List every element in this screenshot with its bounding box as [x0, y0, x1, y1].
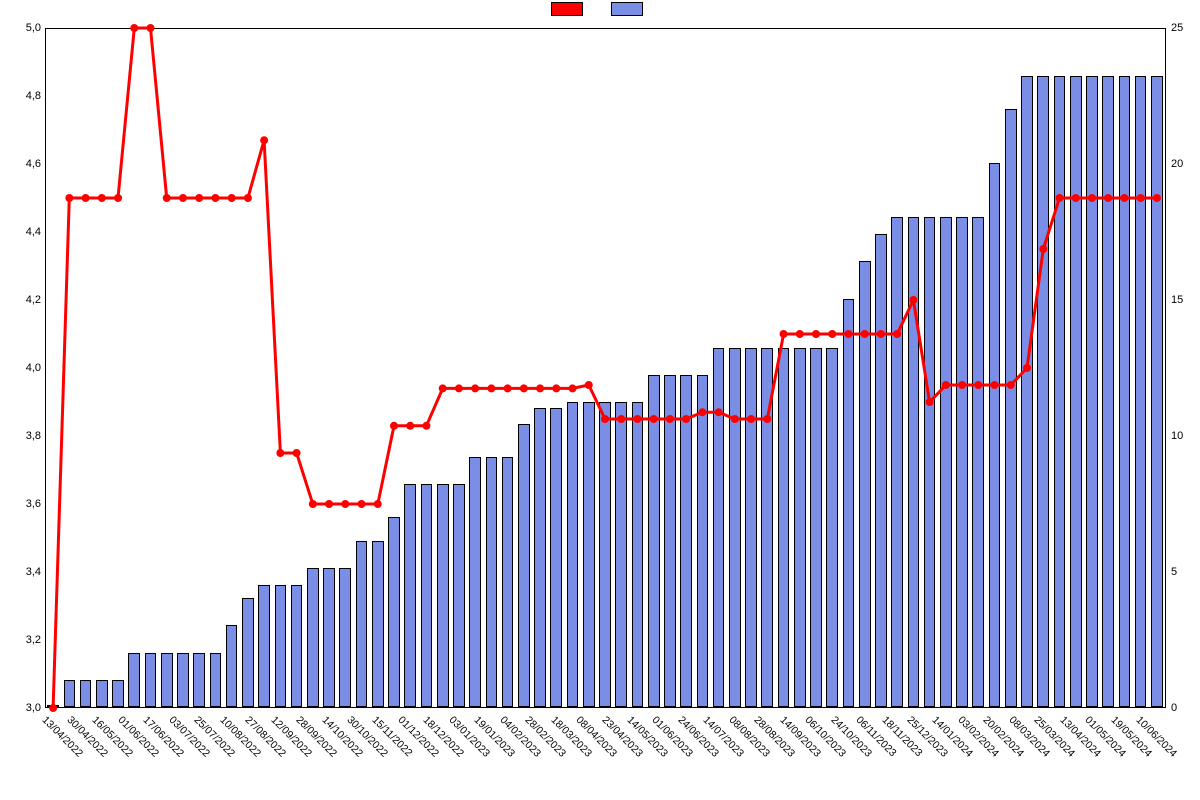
y-right-tick-label: 20 — [1171, 158, 1183, 170]
bar — [534, 408, 546, 707]
bar — [550, 408, 562, 707]
bar — [810, 348, 822, 707]
bar — [291, 585, 303, 707]
bar — [908, 217, 920, 707]
y-left-tick-label: 3,8 — [15, 430, 41, 442]
bar — [242, 598, 254, 707]
bar — [307, 568, 319, 707]
bar — [761, 348, 773, 707]
bar — [940, 217, 952, 707]
bar — [680, 375, 692, 707]
bar — [1135, 76, 1147, 707]
bar — [745, 348, 757, 707]
bar — [275, 585, 287, 707]
legend-item-bar — [611, 2, 649, 16]
y-left-tick-label: 4,4 — [15, 226, 41, 238]
bar — [875, 234, 887, 707]
bar — [518, 424, 530, 707]
bar — [1005, 109, 1017, 707]
bar — [1037, 76, 1049, 707]
y-left-tick-label: 4,0 — [15, 362, 41, 374]
legend-swatch-blue — [611, 2, 643, 16]
bar — [713, 348, 725, 707]
bar — [843, 299, 855, 707]
y-left-tick-label: 4,6 — [15, 158, 41, 170]
y-left-tick-label: 4,8 — [15, 90, 41, 102]
y-left-tick-label: 3,4 — [15, 566, 41, 578]
bar — [339, 568, 351, 707]
y-left-tick-label: 5,0 — [15, 22, 41, 34]
plot-area — [45, 28, 1165, 708]
bar — [615, 402, 627, 707]
bar — [632, 402, 644, 707]
bar — [826, 348, 838, 707]
bar — [421, 484, 433, 707]
bar — [502, 457, 514, 707]
bar — [924, 217, 936, 707]
bar — [96, 680, 108, 707]
bar — [1021, 76, 1033, 707]
bar — [437, 484, 449, 707]
bar — [486, 457, 498, 707]
bar — [664, 375, 676, 707]
bar — [794, 348, 806, 707]
bar — [583, 402, 595, 707]
bar — [128, 653, 140, 707]
bar — [112, 680, 124, 707]
bar — [210, 653, 222, 707]
bar — [469, 457, 481, 707]
bar — [567, 402, 579, 707]
bar — [729, 348, 741, 707]
bar — [1102, 76, 1114, 707]
y-right-tick-label: 25 — [1171, 22, 1183, 34]
bar — [47, 705, 59, 707]
bar — [80, 680, 92, 707]
bar — [323, 568, 335, 707]
bar — [1151, 76, 1163, 707]
bar — [356, 541, 368, 707]
bar — [1070, 76, 1082, 707]
bar — [372, 541, 384, 707]
bar — [1054, 76, 1066, 707]
y-right-tick-label: 10 — [1171, 430, 1183, 442]
bar — [64, 680, 76, 707]
y-left-tick-label: 3,0 — [15, 702, 41, 714]
bar — [1086, 76, 1098, 707]
bar — [145, 653, 157, 707]
y-left-tick-label: 4,2 — [15, 294, 41, 306]
bar — [404, 484, 416, 707]
bar — [989, 163, 1001, 707]
bar — [648, 375, 660, 707]
legend — [551, 2, 649, 16]
bar — [177, 653, 189, 707]
bar — [161, 653, 173, 707]
bar — [891, 217, 903, 707]
bar — [226, 625, 238, 707]
y-right-tick-label: 0 — [1171, 702, 1177, 714]
bar — [859, 261, 871, 707]
plot-right-border — [1165, 28, 1166, 708]
bar — [258, 585, 270, 707]
y-right-tick-label: 5 — [1171, 566, 1177, 578]
y-right-tick-label: 15 — [1171, 294, 1183, 306]
y-left-tick-label: 3,2 — [15, 634, 41, 646]
y-left-tick-label: 3,6 — [15, 498, 41, 510]
bar — [956, 217, 968, 707]
bar — [697, 375, 709, 707]
plot-left-border — [45, 28, 46, 708]
legend-item-line — [551, 2, 589, 16]
bar — [1119, 76, 1131, 707]
legend-swatch-red — [551, 2, 583, 16]
chart-container: 3,0 3,2 3,4 3,6 3,8 4,0 4,2 4,4 4,6 4,8 5,0 0 5 10 15 2… — [0, 0, 1200, 800]
bar — [388, 517, 400, 707]
bar — [778, 348, 790, 707]
bar — [453, 484, 465, 707]
bar — [599, 402, 611, 707]
bar — [972, 217, 984, 707]
bar — [193, 653, 205, 707]
